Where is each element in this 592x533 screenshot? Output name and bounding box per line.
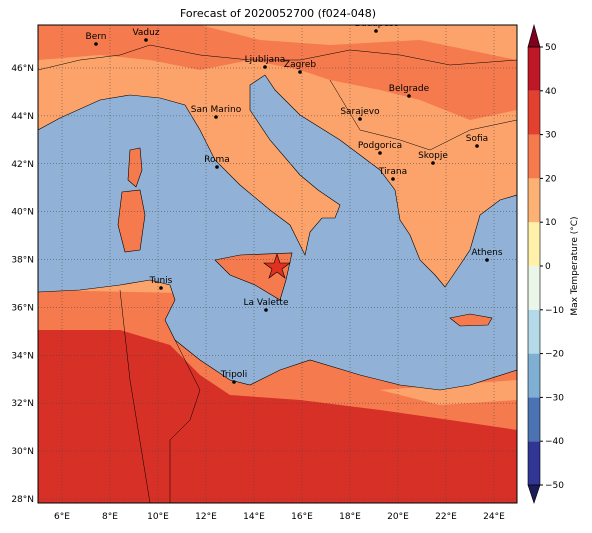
lon-tick-label: 18°E <box>339 512 361 522</box>
colorbar-extend <box>527 484 541 504</box>
lat-tick-label: 38°N <box>11 256 34 266</box>
colorbar-tick-label: 40 <box>545 87 557 97</box>
city-dot <box>214 115 218 119</box>
city-dot <box>358 117 362 121</box>
lon-tick-label: 14°E <box>243 512 265 522</box>
colorbar-label: Max Temperature (°C) <box>570 216 580 315</box>
colorbar-bin <box>528 353 540 398</box>
lat-tick-label: 32°N <box>11 399 34 409</box>
sea <box>38 74 517 391</box>
city-dot <box>298 70 302 74</box>
map-frame <box>37 24 518 504</box>
grid <box>38 25 517 503</box>
lat-tick-label: 44°N <box>11 112 34 122</box>
city-label: Ljubljana <box>245 55 286 65</box>
city-label: La Valette <box>244 298 289 308</box>
borders <box>119 289 151 503</box>
city-label: Belgrade <box>389 84 430 94</box>
colorbar-tick-label: −20 <box>545 350 564 360</box>
city-label: San Marino <box>191 105 242 115</box>
city-label: Zagreb <box>284 60 316 70</box>
lat-tick-label: 42°N <box>11 160 34 170</box>
colorbar-bin <box>528 178 540 223</box>
lon-tick-label: 22°E <box>435 512 457 522</box>
colorbar-tick-label: −50 <box>545 481 564 491</box>
land-warm <box>38 25 517 120</box>
colorbar-bin <box>528 134 540 179</box>
city-dot <box>374 29 378 33</box>
city-label: Vaduz <box>132 28 159 38</box>
lat-tick-label: 46°N <box>11 64 34 74</box>
lon-tick-label: 16°E <box>291 512 313 522</box>
colorbar-bin <box>528 309 540 354</box>
city-dot <box>378 151 382 155</box>
title: Forecast of 2020052700 (f024-048) <box>180 7 376 20</box>
city-dot <box>431 161 435 165</box>
colorbar-tick-label: 10 <box>545 218 557 228</box>
crete <box>449 313 493 327</box>
colorbar-tick-label: 0 <box>545 262 551 272</box>
lon-tick-label: 10°E <box>147 512 169 522</box>
city-dot <box>475 144 479 148</box>
colorbar: −50 −40 −30 −20 −10 0 10 20 30 40 50 <box>527 23 564 504</box>
colorbar-tick-label: 20 <box>545 174 557 184</box>
lon-tick-label: 20°E <box>387 512 409 522</box>
colorbar-bin <box>528 266 540 310</box>
lat-tick-label: 28°N <box>11 495 34 505</box>
star-marker <box>263 253 291 279</box>
city-dot <box>144 38 148 42</box>
borders <box>329 79 517 151</box>
city-dot <box>94 42 98 46</box>
lat-tick-label: 36°N <box>11 303 34 313</box>
corsica <box>127 147 143 188</box>
land-mild <box>380 380 517 405</box>
colorbar-tick-label: 30 <box>545 131 557 141</box>
city-dot <box>263 65 267 69</box>
colorbar-tick-label: −40 <box>545 437 564 447</box>
colorbar-tick-label: 50 <box>545 43 557 53</box>
city-dot <box>485 258 489 262</box>
colorbar-bin <box>528 90 540 135</box>
city-dot <box>232 380 236 384</box>
colorbar-bin <box>528 222 540 266</box>
lon-tick-label: 8°E <box>102 512 118 522</box>
city-label: Budapest <box>355 19 398 29</box>
lon-tick-label: 6°E <box>54 512 70 522</box>
city-label: Tripoli <box>220 370 248 380</box>
borders <box>169 339 201 503</box>
sardinia <box>117 189 146 253</box>
city-label: Bern <box>86 32 107 42</box>
city-dot <box>391 177 395 181</box>
colorbar-tick-label: −30 <box>545 393 564 403</box>
city-label: Tirana <box>378 167 407 177</box>
city-label: Sarajevo <box>340 107 380 117</box>
colorbar-extend <box>527 23 541 48</box>
city-label: Podgorica <box>358 141 402 151</box>
city-dot <box>215 165 219 169</box>
city-dot <box>407 94 411 98</box>
city-label: Tunis <box>149 276 173 286</box>
lat-tick-label: 30°N <box>11 447 34 457</box>
colorbar-tick-label: −10 <box>545 306 564 316</box>
lat-tick-label: 40°N <box>11 208 34 218</box>
colorbar-bin <box>528 441 540 485</box>
lon-tick-label: 24°E <box>483 512 505 522</box>
colorbar-bin <box>528 47 540 91</box>
city-label: Roma <box>204 155 230 165</box>
city-label: Sofia <box>466 134 488 144</box>
city-label: Athens <box>471 248 502 258</box>
lat-tick-label: 34°N <box>11 351 34 361</box>
city-dot <box>159 286 163 290</box>
city-label: Skopje <box>418 151 448 161</box>
axes: 6°E 8°E 10°E 12°E 14°E 16°E 18°E 20°E 22°E 24°E 28… <box>11 64 505 522</box>
colorbar-bin <box>528 397 540 442</box>
borders <box>38 44 517 71</box>
city-dot <box>264 308 268 312</box>
lon-tick-label: 12°E <box>195 512 217 522</box>
